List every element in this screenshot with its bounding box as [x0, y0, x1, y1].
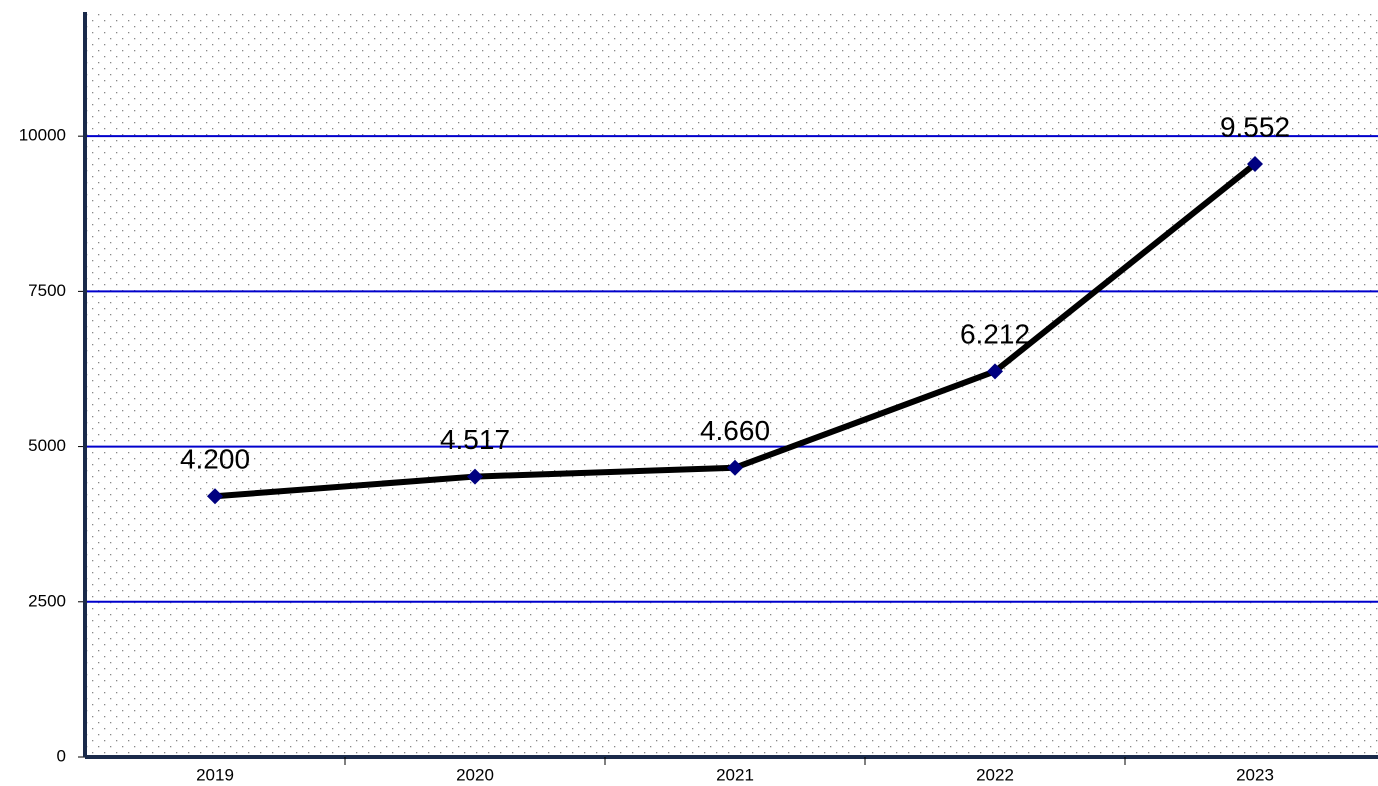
x-tick-label: 2019	[196, 765, 234, 784]
marker	[987, 363, 1003, 380]
x-tick-label: 2020	[456, 765, 494, 784]
y-tick-label: 2500	[28, 591, 66, 610]
data-label: 4.517	[440, 424, 510, 455]
data-label: 6.212	[960, 319, 1030, 350]
marker	[1247, 155, 1263, 172]
x-tick-label: 2023	[1236, 765, 1274, 784]
y-tick-label: 0	[57, 746, 66, 765]
data-label: 4.660	[700, 415, 770, 446]
plot-area	[85, 12, 1378, 757]
data-label: 9.552	[1220, 111, 1290, 142]
y-tick-label: 5000	[28, 436, 66, 455]
y-tick-label: 7500	[28, 281, 66, 300]
x-tick-label: 2021	[716, 765, 754, 784]
marker	[207, 488, 223, 505]
x-tick-label: 2022	[976, 765, 1014, 784]
y-tick-label: 10000	[19, 126, 66, 145]
marker	[467, 468, 483, 485]
marker	[727, 459, 743, 476]
data-label: 4.200	[180, 444, 250, 475]
